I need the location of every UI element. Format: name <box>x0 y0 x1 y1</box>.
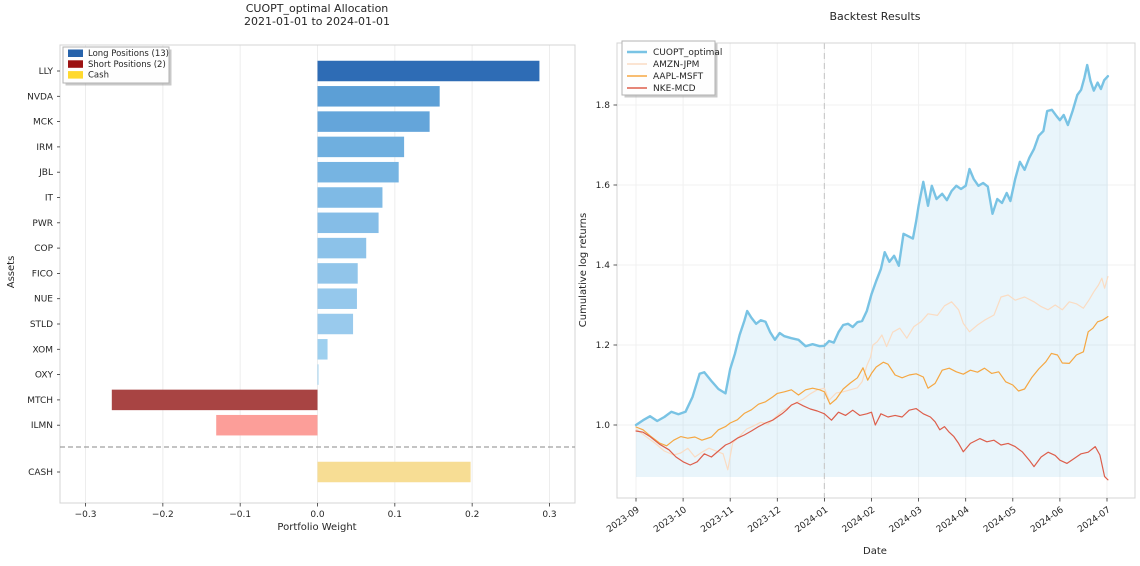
x-tick-label: 2023-12 <box>746 505 783 535</box>
x-tick-label: 2023-11 <box>699 505 736 535</box>
x-tick-label: −0.2 <box>152 510 174 520</box>
x-tick-label: 0.1 <box>388 510 402 520</box>
x-tick-label: 2024-07 <box>1076 505 1113 535</box>
series-line-AAPL-MSFT <box>635 316 1109 447</box>
bar-NUE <box>317 288 357 309</box>
bar-COP <box>317 237 367 259</box>
asset-label: MCK <box>33 118 54 128</box>
legend-swatch <box>68 49 83 57</box>
x-tick-label: 2024-05 <box>982 505 1019 535</box>
x-tick-label: 2024-03 <box>888 505 925 535</box>
bar-JBL <box>317 161 399 183</box>
legend-label: AAPL-MSFT <box>653 72 704 82</box>
x-tick-label: 2024-06 <box>1029 505 1066 535</box>
legend-label: AMZN-JPM <box>653 60 699 70</box>
asset-label: XOM <box>33 345 53 355</box>
x-tick-label: 2023-10 <box>652 505 689 535</box>
x-tick-label: 2024-02 <box>841 505 878 535</box>
asset-label: CASH <box>28 468 53 478</box>
backtest-line-chart: 2023-09 2023-10 2023-11 2023-12 2024-01 2024-… <box>578 10 1136 557</box>
bar-PWR <box>317 212 379 234</box>
backtest-legend: CUOPT_optimal AMZN-JPM AAPL-MSFT NKE-MCD <box>621 40 722 98</box>
area-fill-CUOPT_optimal <box>636 65 1108 477</box>
asset-label: FICO <box>32 269 53 279</box>
x-tick-label: 0.0 <box>310 510 325 520</box>
legend-swatch <box>68 71 83 79</box>
bar-STLD <box>317 313 354 335</box>
y-tick-label: 1.0 <box>596 421 611 431</box>
allocation-title-line1: CUOPT_optimal Allocation <box>246 2 389 15</box>
y-axis-label: Assets <box>6 256 17 289</box>
allocation-bar-chart: LLY NVDA MCK IRM JBL IT PWR COP FICO NUE STLD XOM OX… <box>6 2 576 533</box>
bar-MTCH <box>111 389 318 411</box>
x-tick-label: 2023-09 <box>605 505 642 535</box>
asset-label: ILMN <box>31 421 53 431</box>
series-line-CUOPT_optimal <box>634 63 1110 427</box>
asset-label: COP <box>34 244 53 254</box>
asset-label: STLD <box>30 320 53 330</box>
allocation-title-line2: 2021-01-01 to 2024-01-01 <box>244 15 390 28</box>
x-tick-label: −0.1 <box>229 510 251 520</box>
bar-MCK <box>317 111 430 132</box>
asset-label: PWR <box>32 219 53 229</box>
series-line-AMZN-JPM <box>635 276 1109 471</box>
allocation-legend: Long Positions (13)Short Positions (2)Ca… <box>62 46 172 86</box>
bar-ILMN <box>216 414 318 436</box>
bar-FICO <box>317 263 358 284</box>
y-tick-label: 1.8 <box>596 101 611 111</box>
legend-label: Long Positions (13) <box>88 49 169 59</box>
bar-CASH <box>317 461 471 483</box>
asset-label: MTCH <box>27 396 53 406</box>
legend-label: Short Positions (2) <box>88 60 166 70</box>
bar-NVDA <box>317 86 440 107</box>
backtest-title: Backtest Results <box>829 10 920 23</box>
y-tick-label: 1.2 <box>596 341 610 351</box>
legend-box <box>621 40 716 96</box>
bar-LLY <box>317 60 540 82</box>
x-tick-label: 2024-01 <box>794 505 831 535</box>
asset-label: IT <box>45 194 54 204</box>
asset-label: IRM <box>36 143 53 153</box>
plot-border <box>616 42 1136 499</box>
x-tick-label: 2024-04 <box>935 505 972 535</box>
x-tick-label: 0.2 <box>465 510 479 520</box>
bar-XOM <box>317 339 328 360</box>
x-axis-label: Portfolio Weight <box>277 522 356 533</box>
bar-OXY <box>317 364 319 385</box>
asset-label: JBL <box>38 168 53 178</box>
legend-label: CUOPT_optimal <box>653 48 722 58</box>
series-line-NKE-MCD <box>635 402 1109 481</box>
legend-label: NKE-MCD <box>653 84 696 94</box>
legend-swatch <box>68 60 83 68</box>
y-tick-label: 1.4 <box>596 261 611 271</box>
x-axis-label: Date <box>863 546 887 557</box>
asset-label: NUE <box>34 295 53 305</box>
legend-label: Cash <box>88 71 109 81</box>
x-tick-label: −0.3 <box>75 510 97 520</box>
y-tick-label: 1.6 <box>596 181 611 191</box>
y-axis-label: Cumulative log returns <box>578 213 589 327</box>
asset-label: LLY <box>39 67 54 77</box>
asset-label: NVDA <box>27 92 54 102</box>
bar-IT <box>317 187 383 208</box>
bar-IRM <box>317 136 405 158</box>
asset-label: OXY <box>35 371 54 381</box>
x-tick-label: 0.3 <box>542 510 556 520</box>
